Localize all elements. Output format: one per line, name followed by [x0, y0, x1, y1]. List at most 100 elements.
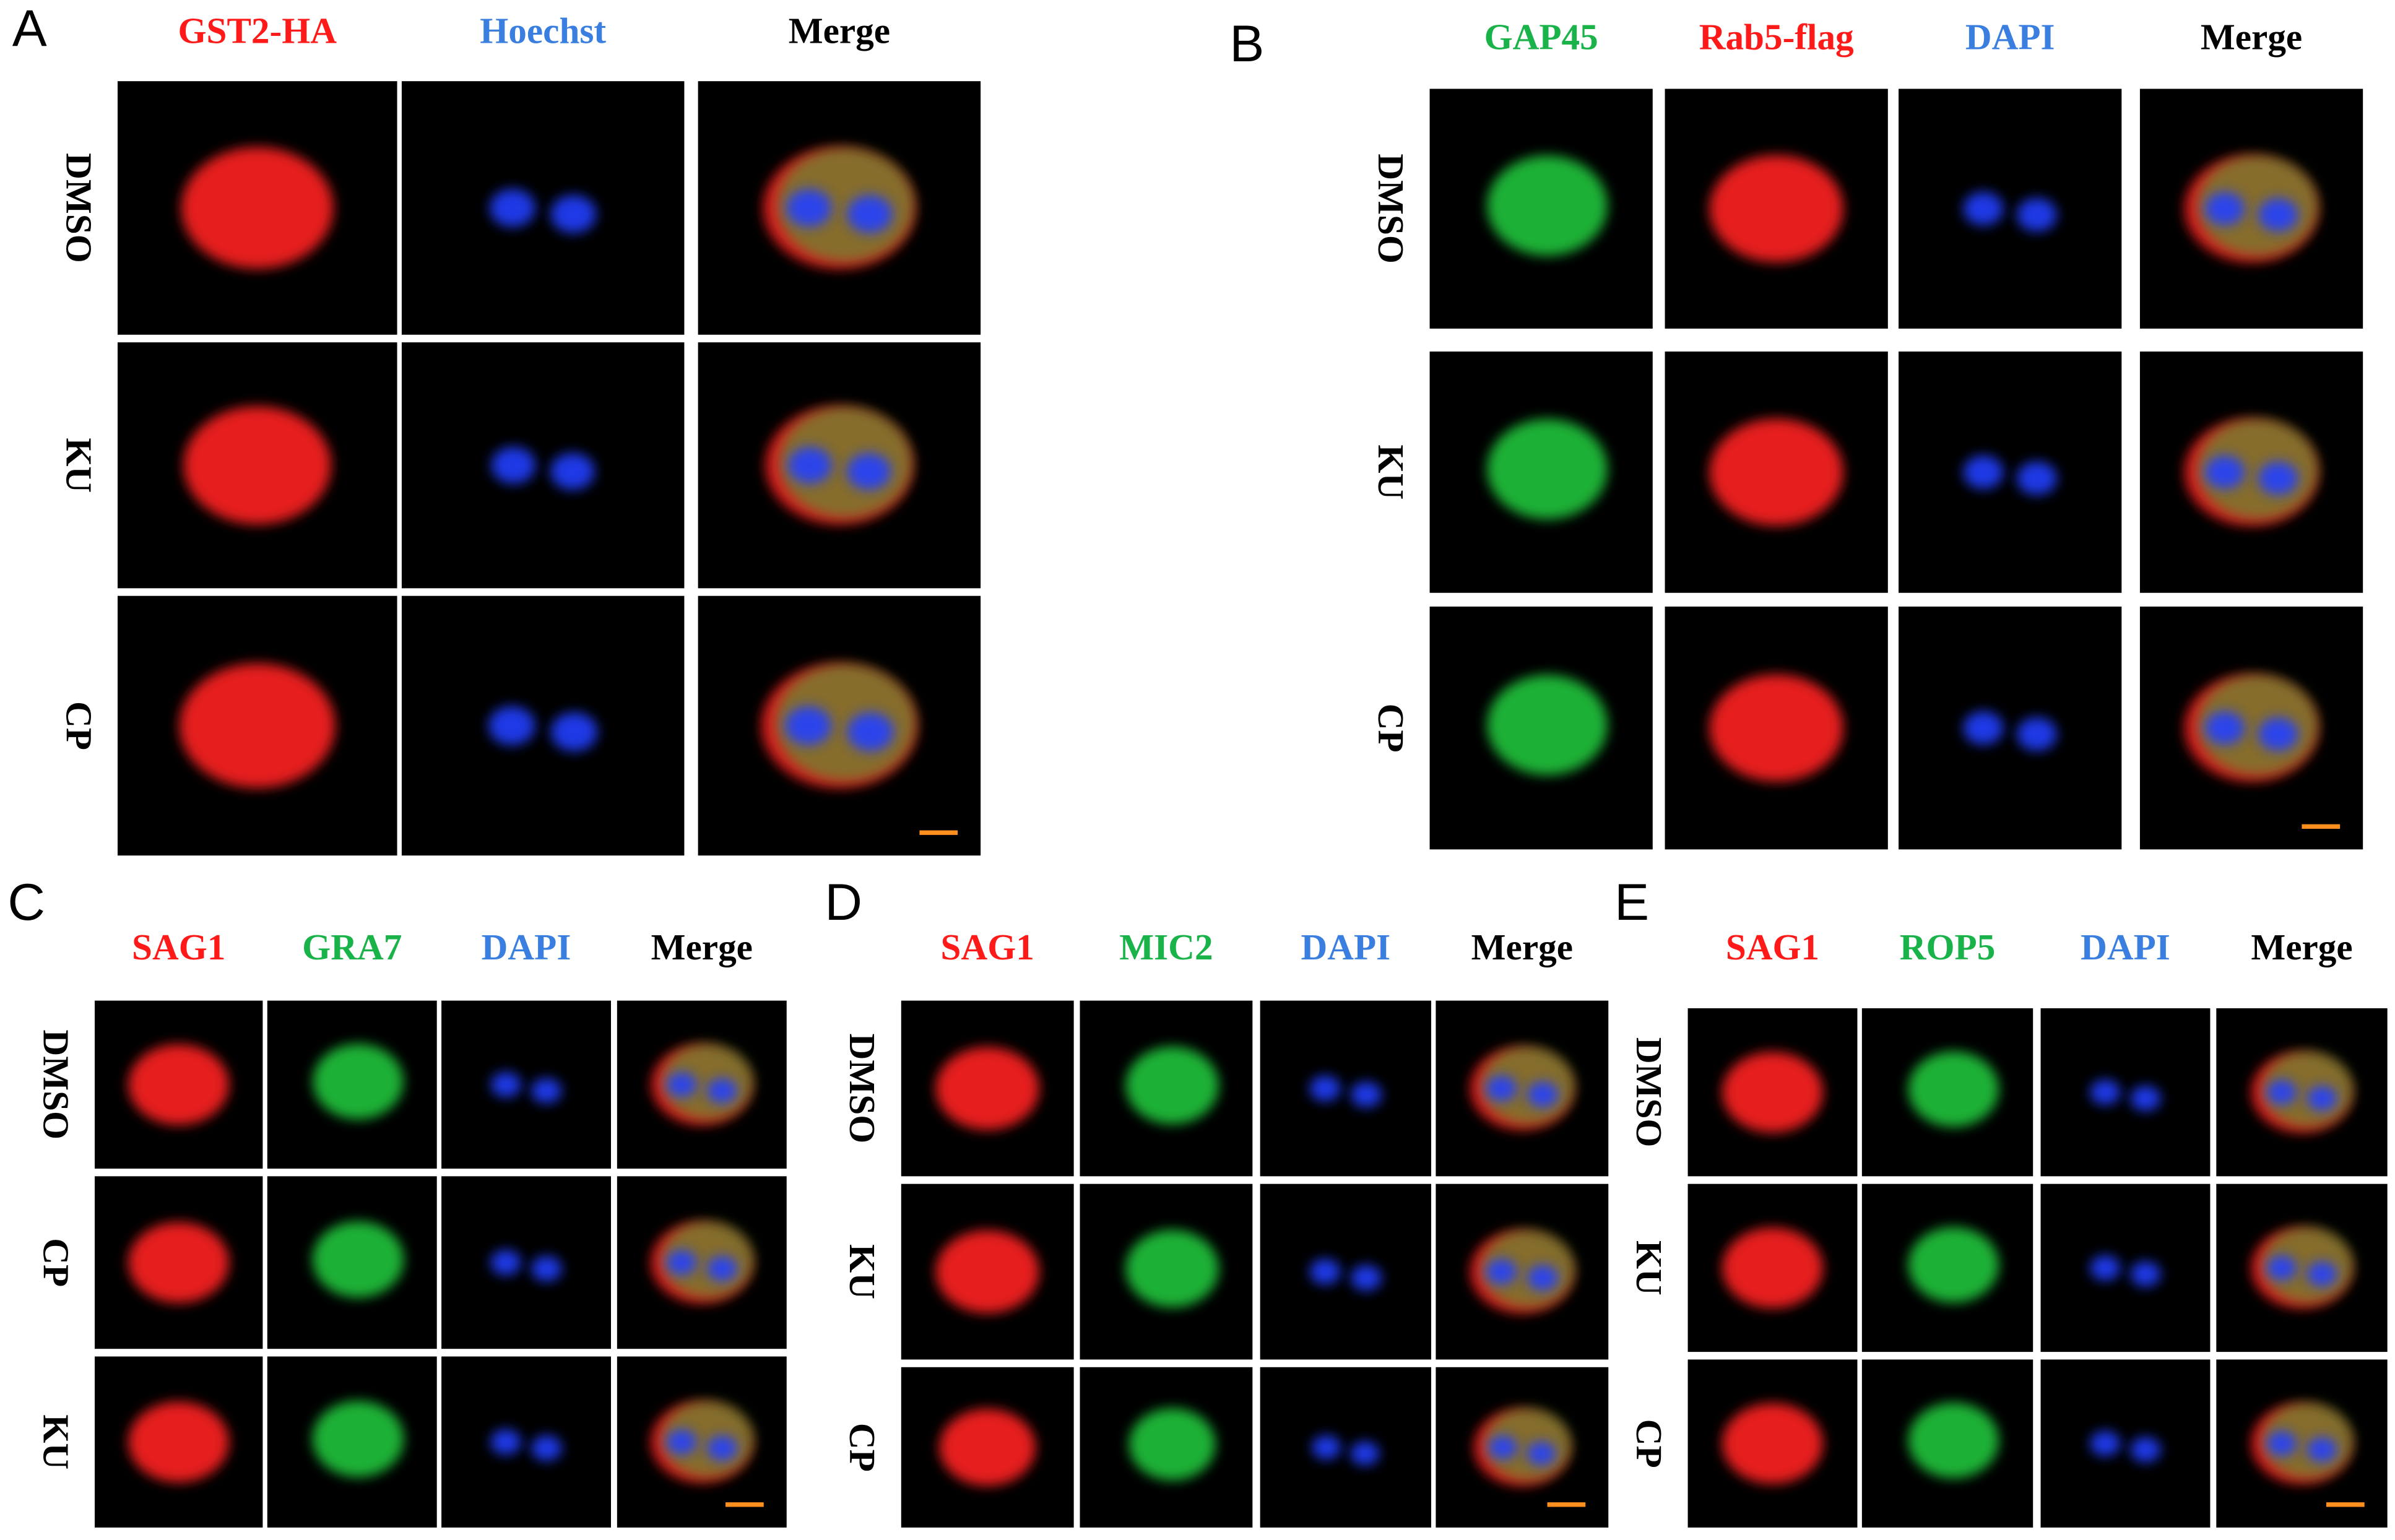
cell-signal — [1722, 1052, 1823, 1133]
micrograph-content — [128, 1401, 230, 1482]
cell-signal — [491, 446, 536, 484]
row-label: DMSO — [1371, 154, 1411, 264]
micrograph — [2139, 606, 2363, 850]
micrograph-content — [1309, 1075, 1382, 1108]
cell-signal — [1350, 1441, 1380, 1466]
micrograph — [1687, 1008, 1858, 1177]
cell-signal — [707, 1256, 738, 1282]
micrograph — [698, 342, 981, 589]
cell-signal — [2258, 198, 2298, 232]
micrograph-content — [312, 1401, 404, 1477]
cell-signal — [2090, 1430, 2121, 1456]
micrograph-content — [2090, 1255, 2161, 1287]
cell-signal — [1963, 455, 2004, 489]
micrograph — [617, 1000, 787, 1169]
cell-signal — [777, 147, 914, 262]
micrograph-content — [1470, 1046, 1575, 1130]
cell-signal — [1486, 1258, 1517, 1285]
micrograph — [1436, 1183, 1609, 1360]
row-label: DMSO — [58, 153, 99, 263]
micrograph-content — [1487, 155, 1608, 256]
micrograph — [2139, 89, 2363, 329]
micrograph-content — [2184, 418, 2319, 526]
cell-signal — [1309, 1258, 1341, 1285]
micrograph — [94, 1000, 263, 1169]
micrograph-bg — [2040, 1008, 2211, 1177]
cell-signal — [1128, 1408, 1216, 1481]
micrograph-content — [935, 1230, 1039, 1313]
column-header: Merge — [651, 927, 753, 967]
micrograph-content — [1474, 1408, 1572, 1486]
micrograph — [1687, 1183, 1858, 1352]
micrograph-content — [1709, 155, 1843, 262]
micrograph — [2040, 1008, 2211, 1177]
column-header: GAP45 — [1484, 16, 1598, 57]
micrograph-content — [2090, 1430, 2161, 1463]
cell-signal — [1722, 1227, 1823, 1309]
cell-signal — [1963, 711, 2004, 745]
micrograph-content — [1309, 1258, 1382, 1291]
micrograph-bg — [1260, 1183, 1432, 1360]
cell-signal — [1527, 1265, 1559, 1291]
column-header: Hoechst — [480, 10, 606, 51]
cell-signal — [312, 1221, 404, 1298]
column-header: DAPI — [482, 927, 571, 967]
cell-signal — [1527, 1081, 1559, 1108]
cell-signal — [2017, 717, 2057, 751]
row-label: DMSO — [35, 1029, 76, 1140]
micrograph-content — [1312, 1435, 1380, 1466]
micrograph — [1665, 89, 1888, 329]
cell-signal — [2017, 198, 2057, 232]
cell-signal — [488, 706, 535, 745]
micrograph — [901, 1367, 1074, 1528]
micrograph — [401, 342, 685, 589]
cell-signal — [2130, 1437, 2161, 1463]
cell-signal — [1486, 1075, 1517, 1102]
micrograph — [117, 595, 397, 856]
cell-signal — [847, 712, 894, 751]
cell-signal — [2204, 192, 2245, 226]
cell-signal — [1125, 1046, 1219, 1125]
cell-signal — [1125, 1229, 1219, 1308]
row-label: KU — [842, 1244, 883, 1299]
cell-signal — [2266, 1079, 2297, 1105]
column-header: DAPI — [1965, 16, 2055, 57]
micrograph — [441, 1176, 611, 1349]
micrograph-bg — [441, 1000, 611, 1169]
panel-letter: A — [12, 0, 47, 57]
cell-signal — [666, 1429, 697, 1455]
cell-signal — [2017, 461, 2057, 495]
cell-signal — [490, 1250, 521, 1276]
micrograph-content — [1722, 1227, 1823, 1309]
cell-signal — [779, 407, 912, 518]
cell-signal — [1351, 1265, 1382, 1291]
micrograph — [2216, 1183, 2388, 1352]
micrograph — [2216, 1359, 2388, 1528]
micrograph-content — [1709, 418, 1843, 526]
micrograph-bg — [401, 595, 685, 856]
micrograph — [1260, 1183, 1432, 1360]
cell-signal — [183, 406, 331, 525]
cell-signal — [2258, 461, 2298, 495]
micrograph-content — [1963, 192, 2057, 232]
panel-letter: E — [1614, 873, 1649, 931]
micrograph — [2040, 1359, 2211, 1528]
micrograph — [267, 1000, 437, 1169]
micrograph — [1899, 351, 2122, 593]
micrograph-content — [1709, 674, 1843, 782]
micrograph — [901, 1183, 1074, 1360]
column-header: SAG1 — [941, 927, 1034, 967]
cell-signal — [1908, 1403, 1999, 1479]
micrograph-content — [935, 1047, 1039, 1130]
micrograph-content — [491, 446, 595, 490]
panel-letter: D — [825, 873, 862, 931]
cell-signal — [550, 712, 598, 751]
micrograph — [94, 1356, 263, 1528]
micrograph-content — [179, 663, 336, 789]
micrograph — [1436, 1367, 1609, 1528]
micrograph-bg — [441, 1176, 611, 1349]
cell-signal — [491, 1071, 521, 1097]
micrograph-content — [1908, 1403, 1999, 1479]
cell-signal — [550, 452, 595, 490]
